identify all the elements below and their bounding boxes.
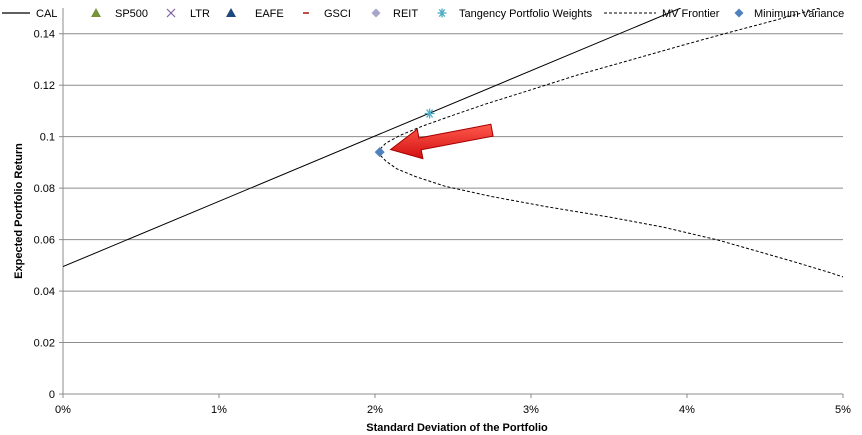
x-tick-label: 3% (523, 404, 539, 416)
x-tick-label: 1% (211, 404, 227, 416)
legend-item-sp500: SP500 (91, 8, 148, 20)
x-tick-label: 2% (367, 404, 383, 416)
legend-label: REIT (393, 8, 418, 20)
legend-label: LTR (190, 8, 210, 20)
legend-symbol (734, 8, 744, 18)
legend-item-cal: CAL (2, 8, 57, 20)
y-tick-label: 0 (49, 389, 55, 401)
legend-item-ltr: LTR (166, 8, 210, 20)
x-axis-ticks: 0% 1% 2% 3% 4% 5% (55, 394, 851, 416)
mv-frontier-line (379, 8, 843, 278)
x-axis-title: Standard Deviation of the Portfolio (366, 422, 548, 434)
y-tick-label: 0.08 (34, 183, 55, 195)
legend-symbol (226, 8, 236, 17)
legend-item-gsci: GSCI (303, 8, 351, 20)
red-arrow-annotation (389, 123, 494, 160)
x-tick-label: 0% (55, 404, 71, 416)
legend-label: SP500 (115, 8, 148, 20)
legend-symbol (437, 8, 447, 18)
legend-label: CAL (36, 8, 57, 20)
annotations (389, 123, 494, 160)
plot-area (63, 8, 843, 278)
legend: CAL SP500 LTR EAFE GSCI REIT Tangency Portfoli… (2, 8, 844, 20)
tangency-portfolio-weights-point (424, 108, 435, 119)
legend-label: Tangency Portfolio Weights (459, 8, 593, 20)
y-axis-title: Expected Portfolio Return (13, 143, 25, 279)
legend-symbol (371, 8, 381, 18)
legend-label: Minimum Variance (754, 8, 844, 20)
y-tick-label: 0.12 (34, 80, 55, 92)
legend-label: EAFE (255, 8, 284, 20)
legend-item-reit: REIT (371, 8, 418, 20)
legend-symbol (91, 8, 101, 17)
x-tick-label: 4% (679, 404, 695, 416)
y-axis-ticks: 0 0.02 0.04 0.06 0.08 0.1 0.12 0.14 (34, 29, 63, 401)
minimum-variance-point (374, 147, 385, 158)
legend-item-mv-frontier: MV Frontier (604, 8, 720, 20)
legend-label: GSCI (324, 8, 351, 20)
legend-item-tangency-portfolio-weights: Tangency Portfolio Weights (437, 8, 593, 20)
legend-symbol (166, 8, 176, 18)
y-tick-label: 0.06 (34, 235, 55, 247)
cal-line (63, 8, 681, 268)
legend-item-minimum-variance: Minimum Variance (734, 8, 844, 20)
y-tick-label: 0.02 (34, 338, 55, 350)
x-tick-label: 5% (835, 404, 851, 416)
legend-item-eafe: EAFE (226, 8, 284, 20)
y-tick-label: 0.1 (40, 132, 55, 144)
y-tick-label: 0.04 (34, 286, 55, 298)
axes (62, 8, 843, 395)
y-tick-label: 0.14 (34, 29, 55, 41)
legend-label: MV Frontier (662, 8, 720, 20)
